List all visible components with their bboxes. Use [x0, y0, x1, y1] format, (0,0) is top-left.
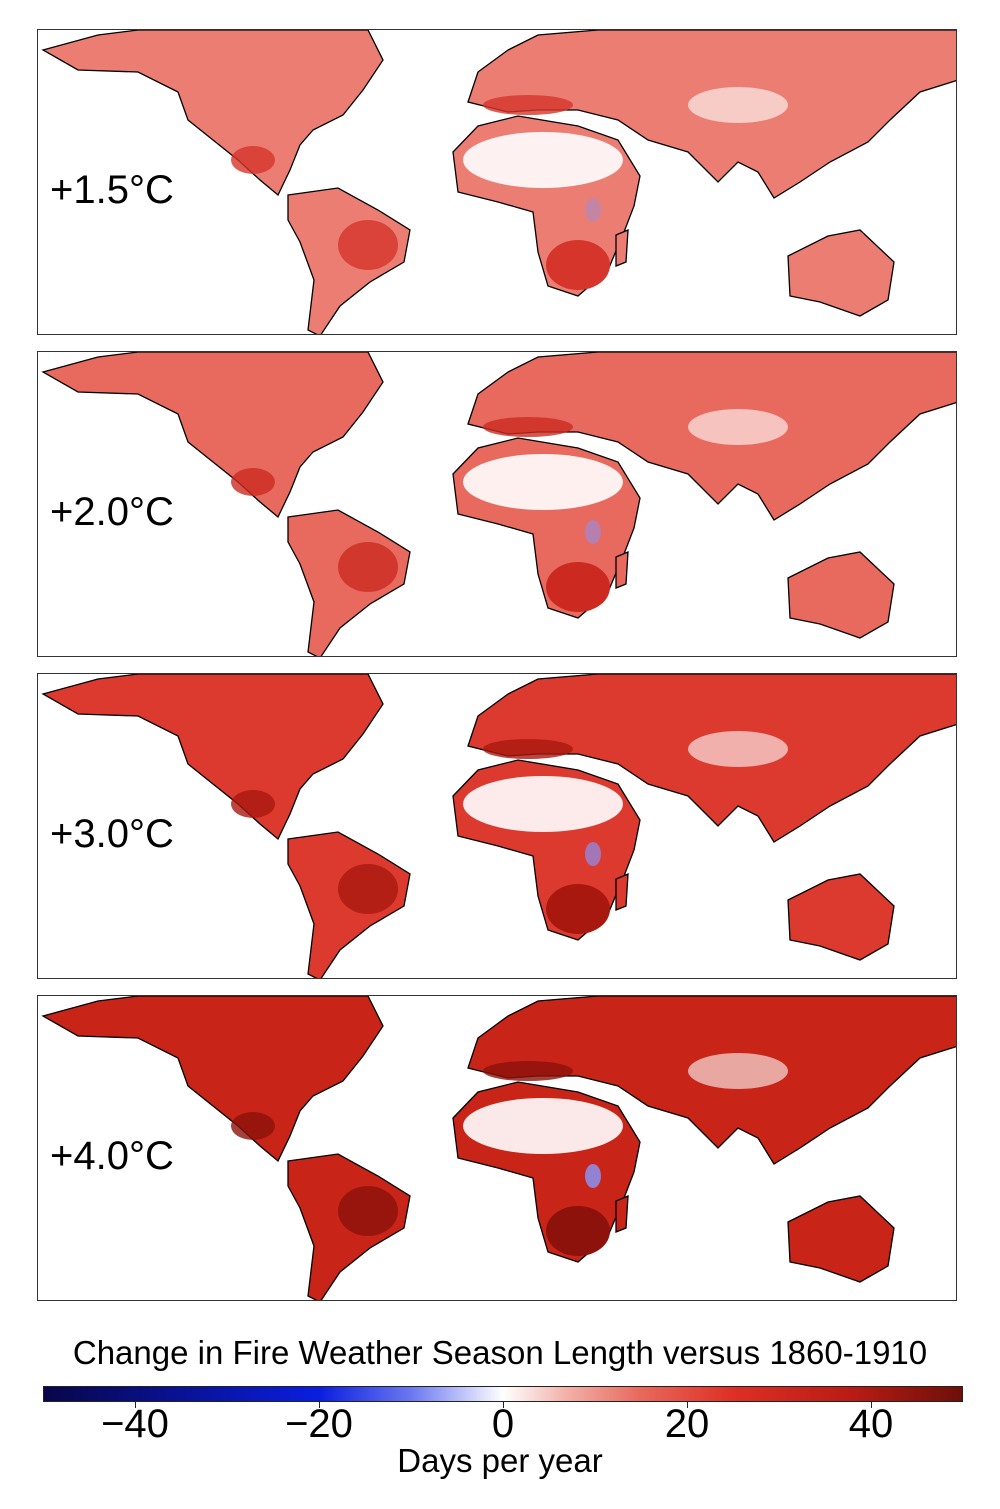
colorbar	[43, 1386, 963, 1402]
mediterranean-hot	[483, 95, 573, 115]
central-asia-low-change	[688, 87, 788, 123]
east-africa-decrease	[585, 198, 601, 222]
mediterranean-hot	[483, 1061, 573, 1081]
world-map	[41, 30, 956, 334]
colorbar-tick-label: 0	[491, 1402, 515, 1446]
warming-level-label: +2.0°C	[50, 490, 174, 534]
sahara-low-change	[463, 776, 623, 832]
colorbar-tick-label: −20	[285, 1402, 353, 1446]
mediterranean-hot	[483, 417, 573, 437]
southern-africa-hot	[546, 562, 610, 612]
southern-africa-hot	[546, 884, 610, 934]
madagascar-region	[615, 228, 629, 267]
southern-africa-hot	[546, 1206, 610, 1256]
north-america-region	[41, 352, 384, 519]
map-panel: +2.0°C	[37, 351, 957, 657]
north-america-region	[41, 30, 384, 197]
central-asia-low-change	[688, 409, 788, 445]
brazil-hot	[338, 542, 398, 592]
world-map	[41, 352, 956, 656]
warming-level-label: +1.5°C	[50, 168, 174, 212]
colorbar-tick-label: 40	[848, 1402, 894, 1446]
brazil-hot	[338, 864, 398, 914]
world-map	[41, 996, 956, 1300]
colorbar-tick-mark	[503, 1402, 504, 1408]
brazil-hot	[338, 220, 398, 270]
east-africa-decrease	[585, 842, 601, 866]
mexico-hot	[231, 790, 275, 818]
colorbar-tick-mark	[319, 1402, 320, 1408]
madagascar-region	[615, 872, 629, 911]
mexico-hot	[231, 1112, 275, 1140]
colorbar-tick-label: −40	[101, 1402, 169, 1446]
colorbar-tick-mark	[135, 1402, 136, 1408]
world-map	[41, 674, 956, 978]
north-america-region	[41, 674, 384, 841]
east-africa-decrease	[585, 520, 601, 544]
australia-region	[787, 1195, 895, 1283]
mexico-hot	[231, 146, 275, 174]
madagascar-region	[615, 550, 629, 589]
mediterranean-hot	[483, 739, 573, 759]
madagascar-region	[615, 1194, 629, 1233]
australia-region	[787, 551, 895, 639]
map-panel: +4.0°C	[37, 995, 957, 1301]
north-america-region	[41, 996, 384, 1163]
warming-level-label: +3.0°C	[50, 812, 174, 856]
sahara-low-change	[463, 454, 623, 510]
colorbar-label: Days per year	[397, 1442, 603, 1479]
colorbar-tick-mark	[871, 1402, 872, 1408]
sahara-low-change	[463, 132, 623, 188]
central-asia-low-change	[688, 1053, 788, 1089]
colorbar-tick-mark	[687, 1402, 688, 1408]
colorbar-title: Change in Fire Weather Season Length ver…	[72, 1334, 928, 1371]
colorbar-tick-label: 20	[664, 1402, 710, 1446]
sahara-low-change	[463, 1098, 623, 1154]
warming-level-label: +4.0°C	[50, 1134, 174, 1178]
australia-region	[787, 873, 895, 961]
map-panel: +1.5°C	[37, 29, 957, 335]
east-africa-decrease	[585, 1164, 601, 1188]
southern-africa-hot	[546, 240, 610, 290]
australia-region	[787, 229, 895, 317]
mexico-hot	[231, 468, 275, 496]
map-panel: +3.0°C	[37, 673, 957, 979]
central-asia-low-change	[688, 731, 788, 767]
brazil-hot	[338, 1186, 398, 1236]
